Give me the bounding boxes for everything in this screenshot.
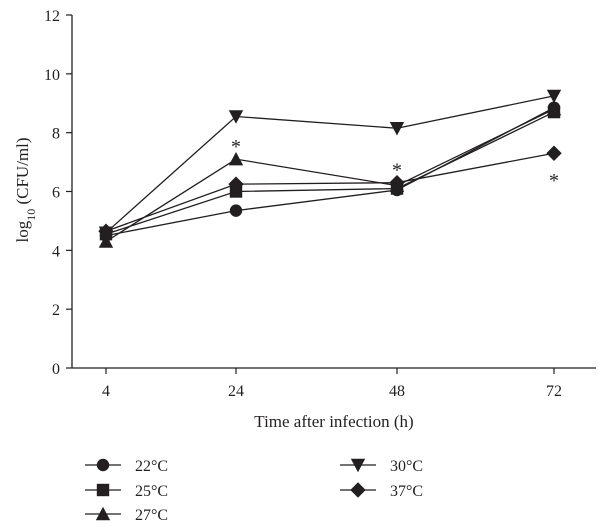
data-point-triangle-up [546, 101, 562, 116]
significance-asterisk: * [231, 136, 241, 158]
series-square [99, 105, 561, 241]
significance-asterisk: * [392, 159, 402, 181]
data-point-triangle-up [228, 151, 244, 166]
y-tick-label: 8 [52, 126, 60, 143]
y-ticks: 0 2 4 6 8 10 12 [44, 8, 72, 378]
y-tick-label: 12 [44, 8, 60, 25]
legend-item: 25°C [85, 483, 168, 500]
legend-item: 27°C [85, 506, 168, 524]
legend-marker-triangle-up [95, 506, 111, 521]
annotation-layer: * * * [231, 136, 559, 192]
legend-label: 37°C [390, 483, 423, 500]
data-point-diamond [389, 174, 405, 191]
series-line [105, 111, 555, 235]
legend-label: 25°C [135, 483, 168, 500]
y-tick-label: 0 [52, 361, 60, 378]
legend-marker-circle [96, 458, 110, 472]
y-axis-title-main: log [13, 220, 32, 242]
legend-marker-diamond [350, 482, 366, 498]
series-line [105, 95, 555, 234]
x-tick-label: 72 [546, 383, 562, 400]
y-tick-label: 2 [52, 302, 60, 319]
x-tick-label: 4 [102, 383, 110, 400]
y-tick-label: 4 [52, 243, 60, 260]
legend-item: 30°C [340, 458, 423, 475]
legend: 22°C 25°C 27°C 30°C 37°C [85, 458, 423, 524]
series-line [105, 152, 555, 232]
series-diamond [98, 145, 562, 239]
data-point-triangle-down [389, 122, 405, 136]
data-point-diamond [546, 145, 562, 161]
data-point-triangle-up [98, 234, 114, 248]
x-ticks: 4 24 48 72 [102, 368, 562, 400]
legend-label: 30°C [390, 458, 423, 475]
legend-item: 37°C [340, 482, 423, 500]
x-tick-label: 48 [389, 383, 405, 400]
series-layer [98, 89, 562, 248]
data-point-circle [229, 204, 243, 217]
y-axis-title-subscript: 10 [24, 209, 38, 221]
legend-marker-square [96, 483, 110, 497]
legend-marker-triangle-down [350, 458, 366, 473]
y-tick-label: 10 [44, 67, 60, 84]
y-axis-title-rest: (CFU/ml) [13, 137, 32, 208]
legend-label: 22°C [135, 458, 168, 475]
legend-label: 27°C [135, 507, 168, 524]
y-axis-title: log10 (CFU/ml) [13, 137, 38, 242]
legend-item: 22°C [85, 458, 168, 475]
data-point-diamond [228, 176, 244, 192]
series-circle [99, 101, 561, 242]
x-axis-title: Time after infection (h) [254, 412, 413, 431]
y-tick-label: 6 [52, 185, 60, 202]
series-line [105, 108, 555, 243]
series-line [105, 107, 555, 237]
data-point-triangle-down [546, 89, 562, 104]
significance-asterisk: * [549, 170, 559, 192]
data-point-triangle-down [228, 110, 244, 124]
data-point-diamond [98, 223, 114, 239]
x-tick-label: 24 [228, 383, 244, 400]
